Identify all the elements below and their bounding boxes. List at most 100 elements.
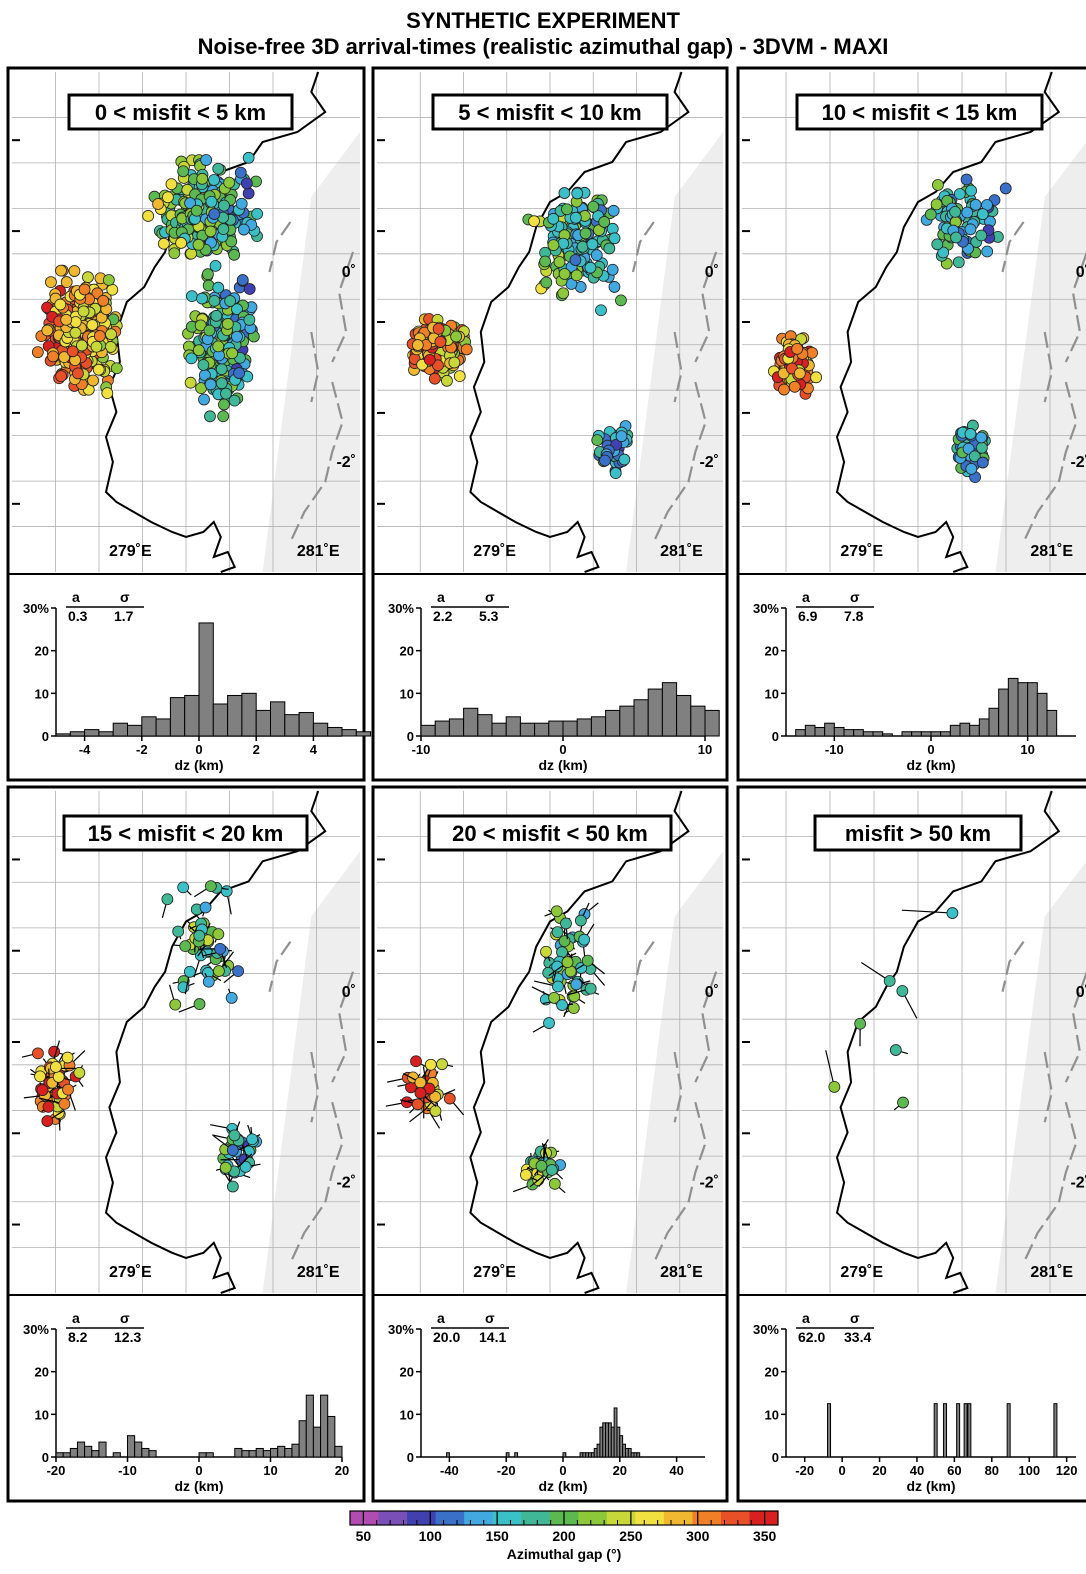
trench-dash-line [1043, 331, 1053, 403]
event-point [581, 954, 594, 967]
figure-title-line2: Noise-free 3D arrival-times (realistic a… [197, 34, 889, 59]
hist-bar [148, 1450, 157, 1458]
event-point [203, 324, 216, 337]
event-point [528, 215, 540, 228]
hist-bar [127, 724, 143, 737]
event-point [429, 1105, 442, 1117]
event-point [975, 229, 988, 242]
event-point [411, 339, 424, 351]
hist-y-tick-label: 0 [772, 729, 779, 744]
event-points [385, 902, 606, 1194]
stats-sigma-header: σ [120, 589, 130, 605]
event-point [102, 274, 115, 286]
hist-bars [446, 1407, 641, 1458]
event-point [197, 359, 210, 371]
event-point [547, 212, 560, 225]
event-point [213, 965, 225, 977]
event-point [82, 271, 94, 284]
histogram: 30% 20 10 0 -10 0 10 dz (km) a σ 6.9 7.8 [753, 589, 1076, 773]
event-point [946, 907, 959, 919]
event-point [177, 165, 190, 178]
hist-bar [198, 1452, 207, 1458]
lon-label-281: 281˚E [1030, 543, 1073, 560]
hist-bar [605, 709, 621, 737]
event-point [77, 305, 90, 318]
trench-dash-line [1001, 221, 1025, 273]
event-points [31, 151, 264, 423]
event-point [551, 960, 564, 973]
map [742, 790, 1086, 1294]
colorbar-segment [663, 1511, 693, 1525]
hist-x-tick-label: 0 [559, 1463, 566, 1478]
trench-dash-line [289, 381, 344, 543]
event-point [961, 206, 974, 219]
hist-bar [341, 729, 357, 737]
hist-stats: a σ 0.3 1.7 [66, 589, 144, 624]
stats-sigma-value: 12.3 [114, 1329, 141, 1345]
event-point [793, 367, 806, 380]
stats-a-value: 62.0 [798, 1329, 825, 1345]
hist-bar [205, 1452, 214, 1458]
event-point [539, 255, 552, 268]
event-point [192, 344, 205, 357]
event-point [90, 340, 103, 353]
event-point [778, 383, 790, 396]
event-point [236, 274, 249, 286]
colorbar-segment [635, 1511, 665, 1525]
event-point [54, 298, 67, 311]
event-point [411, 1098, 424, 1111]
lat-label-minus2: -2˚ [699, 1175, 719, 1192]
lat-label-0: 0˚ [342, 264, 356, 281]
event-point [791, 342, 804, 355]
event-point [157, 237, 170, 250]
event-point [410, 1055, 422, 1068]
event-point [226, 347, 239, 360]
hist-bar [305, 1394, 314, 1458]
hist-bar [505, 716, 521, 737]
hist-bar [943, 1403, 948, 1458]
event-point [49, 1061, 62, 1073]
event-point [168, 247, 181, 260]
hist-y-tick-label: 10 [765, 686, 779, 701]
trench-dash-line [310, 331, 320, 403]
event-point [58, 1097, 71, 1110]
event-point [924, 208, 937, 221]
event-point [177, 881, 190, 894]
event-point [587, 200, 600, 213]
ocean-shade [626, 132, 723, 572]
trench-dash-line [1064, 971, 1086, 1083]
map [12, 71, 360, 573]
hist-x-tick-label: -10 [118, 1463, 137, 1478]
stats-sigma-header: σ [850, 1310, 860, 1326]
event-point [593, 224, 605, 237]
event-point [239, 1160, 252, 1173]
event-point [557, 287, 570, 300]
event-misfit-vector [901, 909, 953, 914]
event-point [414, 1087, 427, 1099]
hist-bar [448, 718, 465, 737]
hist-y-tick-label: 0 [42, 729, 49, 744]
hist-bar [1027, 682, 1038, 737]
hist-y-tick-label: 30% [388, 601, 414, 616]
trench-dash-line [310, 1051, 320, 1123]
hist-x-tick-label: 20 [872, 1463, 886, 1478]
hist-y-tick-label: 0 [772, 1450, 779, 1465]
hist-x-tick-label: 40 [910, 1463, 924, 1478]
stats-a-header: a [437, 1310, 445, 1326]
event-point [175, 237, 187, 249]
hist-bar [241, 692, 257, 737]
event-point [547, 239, 560, 251]
misfit-label-box [795, 93, 1044, 131]
event-point [58, 351, 71, 363]
hist-bar [55, 1452, 64, 1458]
event-point [48, 1045, 61, 1058]
hist-bar [969, 724, 980, 737]
event-point [69, 326, 82, 339]
hist-y-tick-label: 30% [23, 1322, 49, 1337]
hist-x-axis-label: dz (km) [539, 757, 588, 773]
trench-dash-line [631, 940, 655, 993]
event-point [931, 238, 944, 251]
event-point [560, 917, 572, 930]
